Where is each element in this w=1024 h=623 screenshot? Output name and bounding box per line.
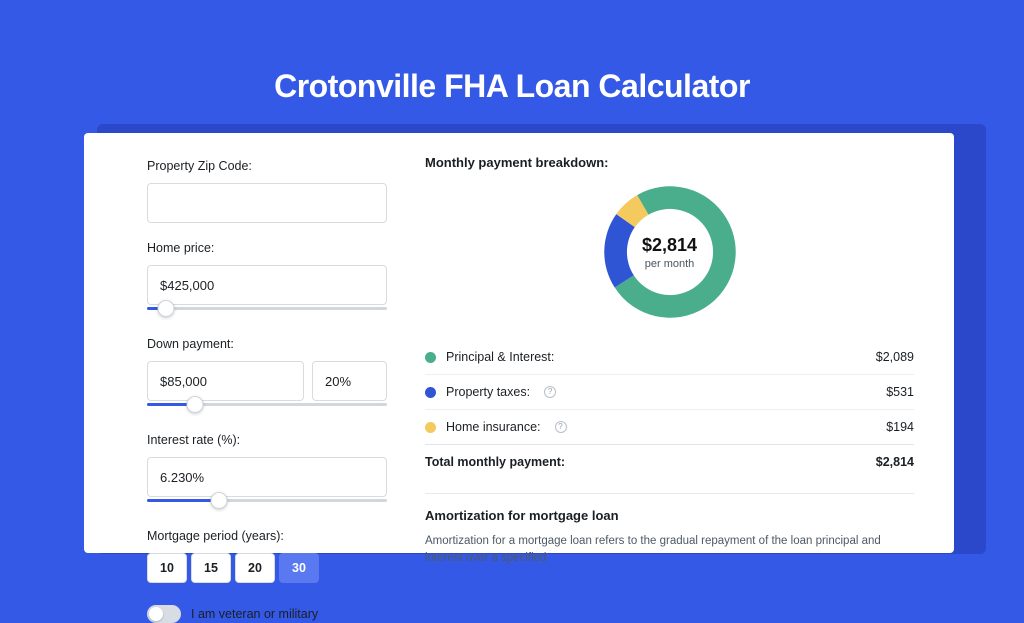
interest-label: Interest rate (%):: [147, 433, 387, 447]
period-label: Mortgage period (years):: [147, 529, 387, 543]
slider-thumb[interactable]: [158, 300, 175, 317]
home-price-label: Home price:: [147, 241, 387, 255]
info-icon[interactable]: ?: [544, 386, 556, 398]
period-option-15[interactable]: 15: [191, 553, 231, 583]
total-label: Total monthly payment:: [425, 455, 565, 469]
legend-row-total: Total monthly payment: $2,814: [425, 444, 914, 479]
total-value: $2,814: [876, 455, 914, 469]
zip-label: Property Zip Code:: [147, 159, 387, 173]
divider: [425, 493, 914, 494]
info-icon[interactable]: ?: [555, 421, 567, 433]
legend-row: Property taxes:? $531: [425, 374, 914, 409]
period-options: 10152030: [147, 553, 387, 583]
period-option-20[interactable]: 20: [235, 553, 275, 583]
legend-row: Principal & Interest: $2,089: [425, 340, 914, 374]
form-panel: Property Zip Code: Home price: Down paym…: [147, 155, 387, 623]
legend-dot: [425, 352, 436, 363]
legend-row: Home insurance:? $194: [425, 409, 914, 444]
legend-label: Home insurance:: [446, 420, 541, 434]
down-payment-pct-input[interactable]: [312, 361, 387, 401]
period-option-30[interactable]: 30: [279, 553, 319, 583]
payment-donut-chart: $2,814 per month: [602, 184, 738, 320]
legend-label: Principal & Interest:: [446, 350, 554, 364]
page-title: Crotonville FHA Loan Calculator: [0, 68, 1024, 105]
home-price-input[interactable]: [147, 265, 387, 305]
legend-value: $531: [886, 385, 914, 399]
veteran-toggle[interactable]: [147, 605, 181, 623]
down-payment-amount-input[interactable]: [147, 361, 304, 401]
veteran-label: I am veteran or military: [191, 607, 318, 621]
legend-list: Principal & Interest: $2,089 Property taxe…: [425, 340, 914, 444]
breakdown-panel: Monthly payment breakdown: $2,814 per mo…: [425, 155, 914, 623]
amortization-title: Amortization for mortgage loan: [425, 508, 914, 523]
legend-value: $2,089: [876, 350, 914, 364]
amortization-text: Amortization for a mortgage loan refers …: [425, 533, 914, 568]
donut-center-sub: per month: [645, 258, 695, 270]
legend-dot: [425, 387, 436, 398]
zip-input[interactable]: [147, 183, 387, 223]
donut-center-amount: $2,814: [642, 235, 697, 256]
legend-dot: [425, 422, 436, 433]
home-price-slider[interactable]: [147, 303, 387, 319]
interest-input[interactable]: [147, 457, 387, 497]
interest-slider[interactable]: [147, 495, 387, 511]
legend-label: Property taxes:: [446, 385, 530, 399]
slider-thumb[interactable]: [187, 396, 204, 413]
legend-value: $194: [886, 420, 914, 434]
breakdown-title: Monthly payment breakdown:: [425, 155, 914, 170]
down-payment-slider[interactable]: [147, 399, 387, 415]
period-option-10[interactable]: 10: [147, 553, 187, 583]
down-payment-label: Down payment:: [147, 337, 387, 351]
calculator-card: Property Zip Code: Home price: Down paym…: [84, 133, 954, 553]
slider-thumb[interactable]: [211, 492, 228, 509]
